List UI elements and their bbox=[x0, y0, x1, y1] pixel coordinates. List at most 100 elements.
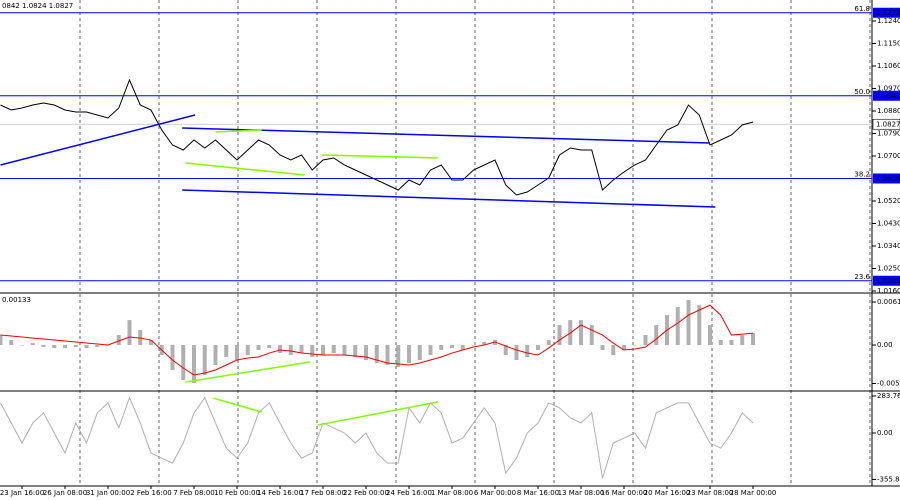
histogram-bar bbox=[374, 345, 379, 364]
y-tick-label: 1.1240 bbox=[877, 17, 900, 25]
x-tick-label: 23 Mar 08:00 bbox=[687, 489, 734, 497]
histogram-bar bbox=[9, 340, 14, 346]
histogram-bar bbox=[557, 325, 562, 346]
histogram-bar bbox=[310, 345, 315, 357]
histogram-bar bbox=[536, 345, 540, 351]
histogram-bar bbox=[192, 345, 196, 383]
price-box bbox=[873, 173, 900, 184]
price-line bbox=[0, 396, 754, 479]
histogram-bar bbox=[342, 345, 347, 356]
x-tick-label: 8 Mar 16:00 bbox=[517, 489, 559, 497]
histogram-bar bbox=[364, 345, 368, 360]
x-tick-label: 7 Feb 08:00 bbox=[173, 489, 214, 497]
x-tick-label: 22 Feb 00:00 bbox=[343, 489, 389, 497]
histogram-bar bbox=[63, 345, 67, 349]
x-tick-label: 13 Mar 08:00 bbox=[558, 489, 605, 497]
histogram-bar bbox=[708, 325, 712, 346]
price-box bbox=[872, 118, 900, 130]
x-tick-label: 17 Feb 08:00 bbox=[300, 489, 346, 497]
histogram-bar bbox=[751, 333, 755, 346]
histogram-bar bbox=[514, 345, 519, 360]
macd-header: 0.00133 bbox=[2, 296, 31, 304]
histogram-bar bbox=[288, 345, 293, 356]
price-box bbox=[873, 7, 900, 18]
histogram-bar bbox=[52, 345, 57, 349]
price-box-label: 1.0201 bbox=[876, 277, 900, 285]
histogram-bar bbox=[20, 345, 24, 346]
histogram-bar bbox=[245, 345, 250, 356]
trendline bbox=[215, 129, 262, 133]
histogram-bar bbox=[321, 345, 325, 356]
histogram-bar bbox=[116, 335, 121, 346]
histogram-bar bbox=[30, 343, 35, 346]
histogram-bar bbox=[622, 345, 626, 351]
y-tick-label: 0.00612 bbox=[877, 298, 900, 306]
chart-header: 0842 1.0824 1.0827 bbox=[2, 2, 73, 10]
trendline bbox=[321, 154, 439, 159]
histogram-bar bbox=[675, 307, 680, 346]
histogram-bar bbox=[235, 345, 239, 360]
trendline bbox=[317, 401, 439, 426]
histogram-bar bbox=[84, 345, 89, 349]
histogram-bar bbox=[127, 320, 132, 346]
histogram-bar bbox=[654, 325, 659, 346]
x-tick-label: 31 Jan 00:00 bbox=[86, 489, 130, 497]
x-tick-label: 10 Feb 00:00 bbox=[214, 489, 260, 497]
trendline bbox=[182, 127, 711, 144]
y-tick-label: -355.8804 bbox=[877, 475, 900, 483]
x-tick-label: 20 Mar 16:00 bbox=[644, 489, 691, 497]
y-tick-label: 1.1060 bbox=[877, 62, 900, 70]
histogram-bar bbox=[740, 335, 745, 346]
y-tick-label: 1.0970 bbox=[877, 85, 900, 93]
histogram-bar bbox=[686, 300, 691, 346]
histogram-bar bbox=[600, 345, 605, 351]
histogram-bar bbox=[503, 345, 508, 356]
histogram-bar bbox=[331, 345, 336, 354]
price-box bbox=[873, 275, 900, 286]
y-tick-label: 1.0340 bbox=[877, 242, 900, 250]
y-tick-label: 0.00 bbox=[877, 341, 893, 349]
histogram-bar bbox=[482, 342, 487, 346]
x-tick-label: 24 Feb 16:00 bbox=[386, 489, 432, 497]
histogram-bar bbox=[632, 345, 637, 346]
y-tick-label: -0.00547 bbox=[877, 379, 900, 387]
price-box bbox=[873, 90, 900, 101]
histogram-bar bbox=[202, 345, 207, 375]
histogram-bar bbox=[471, 345, 476, 346]
histogram-bar bbox=[439, 345, 444, 351]
histogram-bar bbox=[417, 345, 422, 360]
histogram-bar bbox=[407, 345, 411, 364]
trendline bbox=[185, 162, 305, 176]
y-tick-label: 1.0700 bbox=[877, 152, 900, 160]
histogram-bar bbox=[729, 340, 734, 346]
histogram-bar bbox=[697, 305, 702, 346]
histogram-bar bbox=[181, 345, 186, 380]
histogram-bar bbox=[73, 345, 78, 347]
y-tick-label: 283.7669 bbox=[877, 392, 900, 400]
histogram-bar bbox=[546, 340, 551, 346]
y-tick-label: 1.0250 bbox=[877, 265, 900, 273]
fib-ratio: 23.6 bbox=[854, 273, 870, 281]
histogram-bar bbox=[460, 345, 465, 351]
histogram-bar bbox=[299, 345, 304, 354]
trendline bbox=[0, 114, 196, 166]
histogram-bar bbox=[525, 345, 530, 357]
histogram-bar bbox=[0, 335, 3, 346]
histogram-bar bbox=[396, 345, 401, 367]
histogram-bar bbox=[278, 345, 282, 354]
histogram-bar bbox=[138, 330, 143, 346]
x-tick-label: 28 Mar 00:00 bbox=[730, 489, 777, 497]
y-tick-label: 1.0430 bbox=[877, 220, 900, 228]
histogram-bar bbox=[170, 345, 175, 370]
x-tick-label: 26 Jan 08:00 bbox=[43, 489, 87, 497]
histogram-bar bbox=[589, 325, 594, 346]
y-tick-label: 0.00 bbox=[877, 429, 893, 437]
histogram-bar bbox=[353, 345, 358, 357]
y-tick-label: 1.0160 bbox=[877, 287, 900, 295]
trendline bbox=[182, 189, 716, 208]
y-tick-label: 1.0880 bbox=[877, 107, 900, 115]
histogram-bar bbox=[718, 340, 723, 346]
x-tick-label: 1 Mar 08:00 bbox=[431, 489, 473, 497]
